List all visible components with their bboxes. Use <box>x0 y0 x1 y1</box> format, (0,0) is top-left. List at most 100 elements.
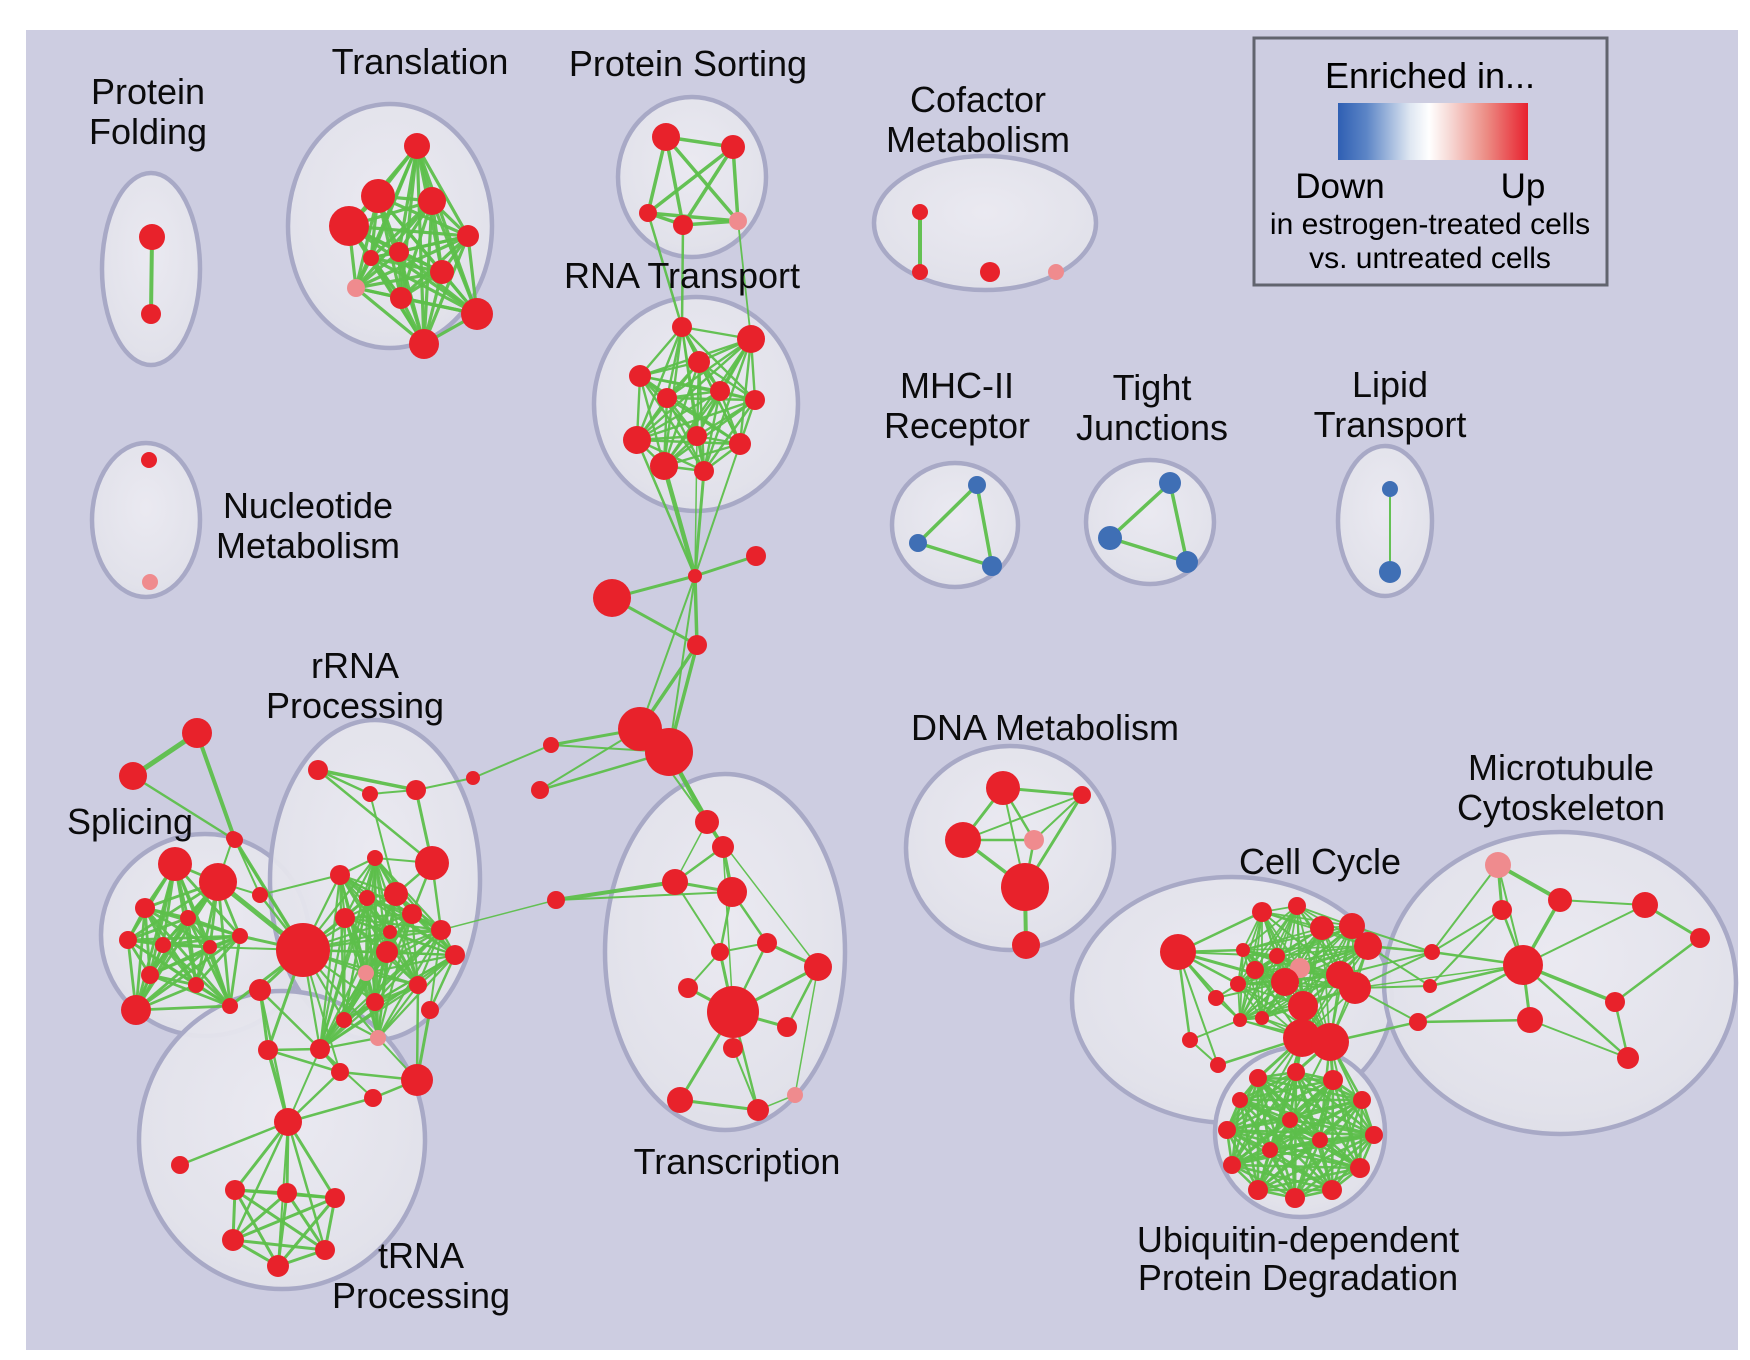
node-114 <box>909 534 927 552</box>
edge <box>962 794 1083 841</box>
cluster-label-splicing: Splicing <box>67 801 193 842</box>
node-137 <box>1208 990 1224 1006</box>
node-85 <box>277 1183 297 1203</box>
node-98 <box>757 933 777 953</box>
node-95 <box>547 891 565 909</box>
node-55 <box>252 887 268 903</box>
node-126 <box>142 574 158 590</box>
edge <box>555 891 733 901</box>
edge <box>702 337 753 473</box>
edge <box>680 325 757 402</box>
node-160 <box>1617 1047 1639 1069</box>
edge <box>662 398 757 468</box>
node-73 <box>249 979 271 1001</box>
edge <box>318 928 443 1051</box>
node-75 <box>331 1063 349 1081</box>
node-122 <box>912 264 928 280</box>
cluster-ellipse-nucleotide-metabolism <box>89 440 203 600</box>
node-47 <box>203 940 217 954</box>
node-18 <box>729 212 747 230</box>
node-174 <box>1312 1132 1328 1148</box>
edge <box>134 862 177 1012</box>
edge <box>131 774 237 842</box>
edge <box>1225 1118 1292 1132</box>
node-117 <box>1098 526 1122 550</box>
node-38 <box>182 718 212 748</box>
node-51 <box>121 995 151 1025</box>
node-4 <box>418 187 446 215</box>
edge <box>674 881 721 953</box>
node-107 <box>986 771 1020 805</box>
cluster-label-nucleotide-metabolism: Nucleotide Metabolism <box>216 485 400 566</box>
node-19 <box>672 317 692 337</box>
edge <box>1431 864 1499 953</box>
edge <box>916 541 994 568</box>
cluster-label-protein-folding: Protein Folding <box>89 71 207 152</box>
node-125 <box>141 452 157 468</box>
edge <box>635 389 722 442</box>
edge <box>1177 951 1219 1066</box>
cluster-ellipse-cofactor-metabolism <box>871 153 1099 293</box>
node-22 <box>629 365 651 387</box>
edge <box>385 950 457 957</box>
edge <box>1288 1118 1297 1200</box>
node-116 <box>1159 472 1181 494</box>
edge <box>1330 1098 1364 1192</box>
edge <box>1225 1128 1362 1170</box>
edge <box>376 953 457 1040</box>
node-130 <box>1310 916 1334 940</box>
edge <box>737 220 752 340</box>
edge <box>1339 951 1433 976</box>
node-153 <box>1548 888 1572 912</box>
node-146 <box>1210 1057 1226 1073</box>
node-33 <box>593 579 631 617</box>
node-127 <box>1160 934 1196 970</box>
node-123 <box>980 262 1000 282</box>
cluster-label-tight-junctions: Tight Junctions <box>1076 367 1228 448</box>
node-148 <box>1339 972 1371 1004</box>
node-5 <box>329 206 369 246</box>
node-69 <box>366 993 384 1011</box>
node-57 <box>367 850 383 866</box>
node-97 <box>711 943 729 961</box>
node-175 <box>1262 1142 1278 1158</box>
node-54 <box>226 831 240 845</box>
node-170 <box>1223 1156 1241 1174</box>
node-34 <box>687 635 707 655</box>
edge <box>126 934 242 942</box>
edge <box>394 892 420 987</box>
edge <box>354 270 444 290</box>
node-23 <box>657 388 677 408</box>
edge <box>1242 925 1353 951</box>
edge <box>231 1120 290 1242</box>
edge <box>1256 1138 1322 1192</box>
edge <box>195 731 237 842</box>
node-155 <box>1503 945 1543 985</box>
edge <box>1238 1098 1260 1192</box>
node-26 <box>623 426 651 454</box>
edge <box>364 953 457 975</box>
node-3 <box>361 179 395 213</box>
node-43 <box>135 898 155 918</box>
node-84 <box>225 1180 245 1200</box>
node-68 <box>409 976 427 994</box>
node-20 <box>737 325 765 353</box>
edge <box>258 988 322 1051</box>
edge <box>635 337 753 442</box>
node-94 <box>717 877 747 907</box>
edge <box>693 554 758 578</box>
edge <box>369 256 479 316</box>
node-111 <box>1001 863 1049 911</box>
edge <box>1238 1070 1298 1102</box>
node-140 <box>1288 991 1318 1021</box>
node-133 <box>1236 943 1250 957</box>
edge <box>664 135 685 227</box>
edge <box>415 144 470 238</box>
node-59 <box>335 908 355 928</box>
node-6 <box>457 225 479 247</box>
node-11 <box>461 298 493 330</box>
cluster-label-lipid-transport: Lipid Transport <box>1314 364 1467 445</box>
node-102 <box>777 1017 797 1037</box>
node-44 <box>180 910 196 926</box>
edge <box>694 435 698 577</box>
